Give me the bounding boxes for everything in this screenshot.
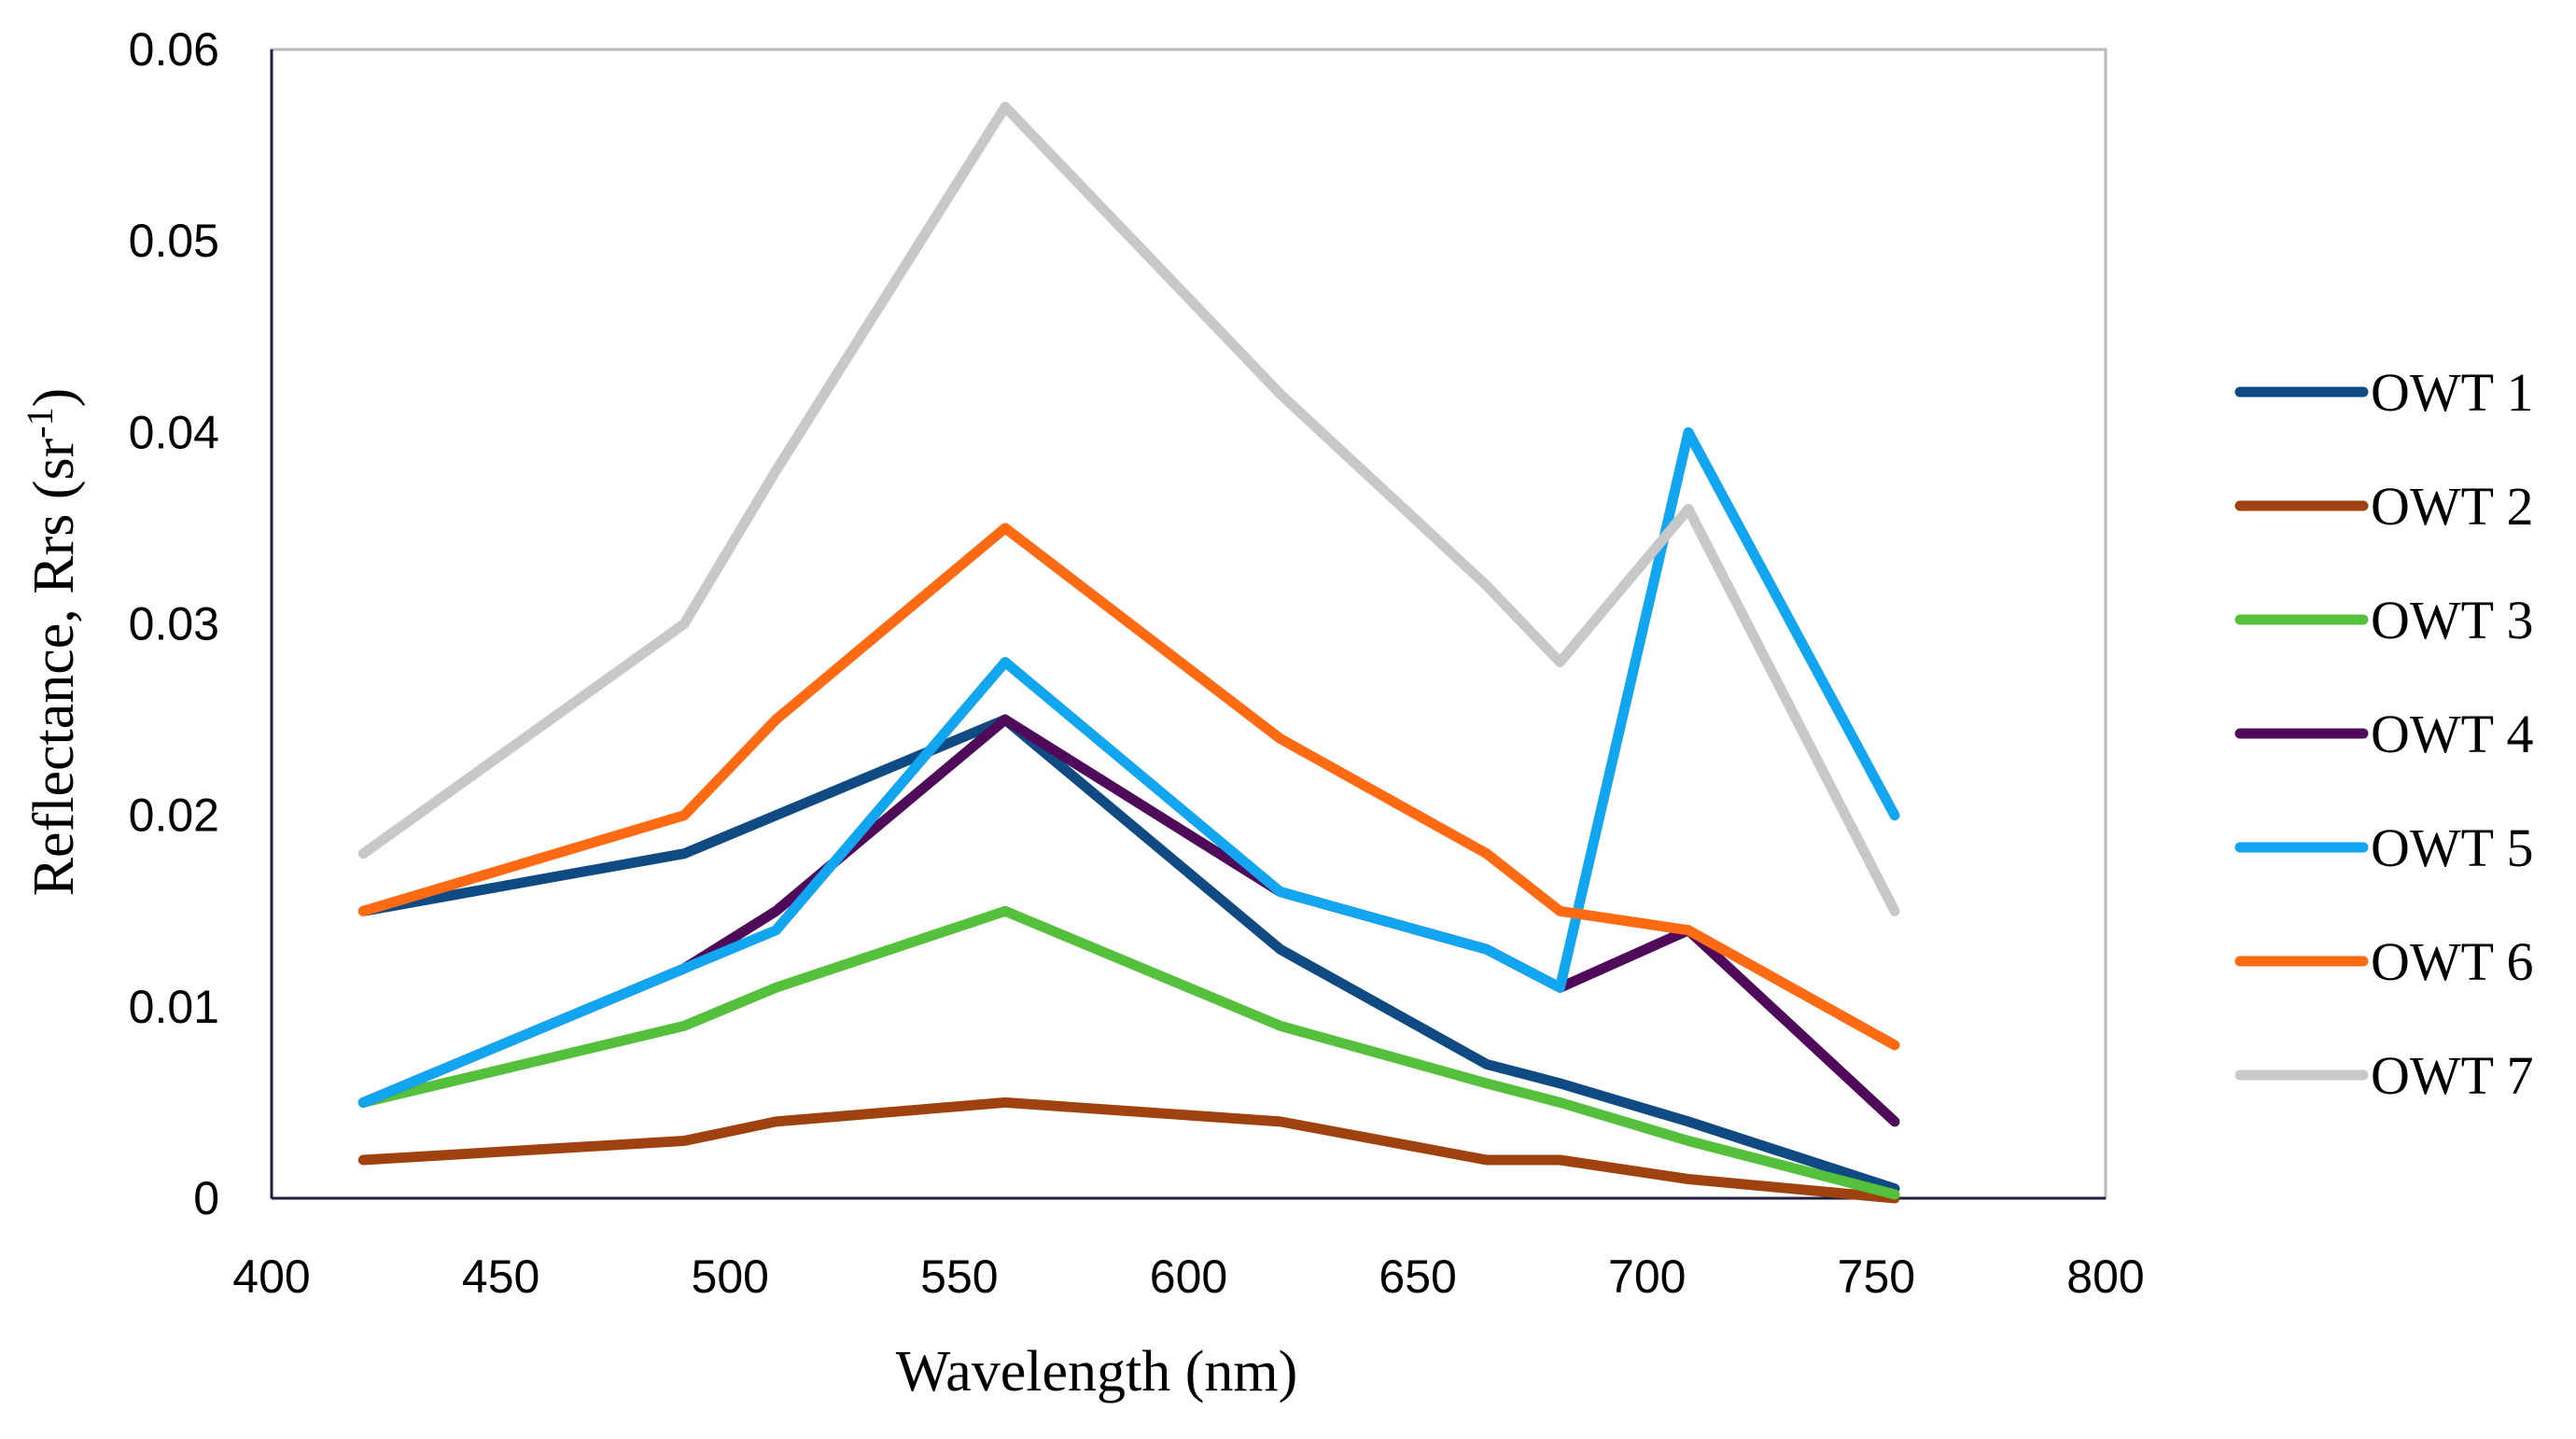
series-line-owt-5	[357, 426, 1900, 1108]
y-tick-label: 0.03	[129, 598, 219, 650]
y-tick-label: 0.05	[129, 215, 219, 267]
legend-label: OWT 2	[2371, 476, 2534, 537]
legend-label: OWT 7	[2371, 1045, 2534, 1106]
y-tick-label: 0	[193, 1172, 219, 1224]
legend-label: OWT 6	[2371, 931, 2534, 992]
legend-label: OWT 5	[2371, 817, 2534, 878]
series-line-owt-2	[357, 1097, 1900, 1204]
x-tick-label: 700	[1608, 1250, 1686, 1303]
y-axis-title-superscript: -1	[19, 407, 61, 438]
x-tick-label: 800	[2066, 1250, 2144, 1303]
x-tick-label: 600	[1150, 1250, 1227, 1303]
y-axis-title-main: Reflectance, Rrs (sr	[22, 438, 86, 896]
series-line-owt-3	[357, 905, 1900, 1200]
x-tick-label: 750	[1838, 1250, 1915, 1303]
series-line-owt-6	[357, 523, 1900, 1051]
plot-area	[270, 48, 2107, 1200]
legend: OWT 1 OWT 2 OWT 3 OWT 4 OWT 5 OWT 6 OWT 7	[2234, 362, 2534, 1106]
x-tick-labels: 400 450 500 550 600 650 700 750 800	[232, 1250, 2144, 1303]
y-axis-title-suffix: )	[22, 388, 86, 408]
series-lines	[357, 102, 1900, 1204]
legend-label: OWT 1	[2371, 362, 2534, 423]
x-tick-label: 550	[920, 1250, 998, 1303]
y-tick-label: 0.02	[129, 789, 219, 842]
series-line-owt-7	[357, 102, 1900, 916]
x-axis-title: Wavelength (nm)	[896, 1340, 1298, 1404]
y-tick-labels: 0 0.01 0.02 0.03 0.04 0.05 0.06	[129, 23, 219, 1224]
series-line-owt-1	[357, 714, 1900, 1195]
y-tick-label: 0.01	[129, 981, 219, 1033]
x-tick-label: 500	[692, 1250, 769, 1303]
x-tick-label: 400	[232, 1250, 310, 1303]
x-tick-label: 650	[1379, 1250, 1456, 1303]
x-tick-label: 450	[462, 1250, 539, 1303]
legend-label: OWT 4	[2371, 704, 2534, 764]
y-tick-label: 0.04	[129, 406, 219, 458]
y-tick-label: 0.06	[129, 23, 219, 76]
y-axis-title: Reflectance, Rrs (sr-1)	[19, 388, 86, 897]
legend-label: OWT 3	[2371, 590, 2534, 650]
